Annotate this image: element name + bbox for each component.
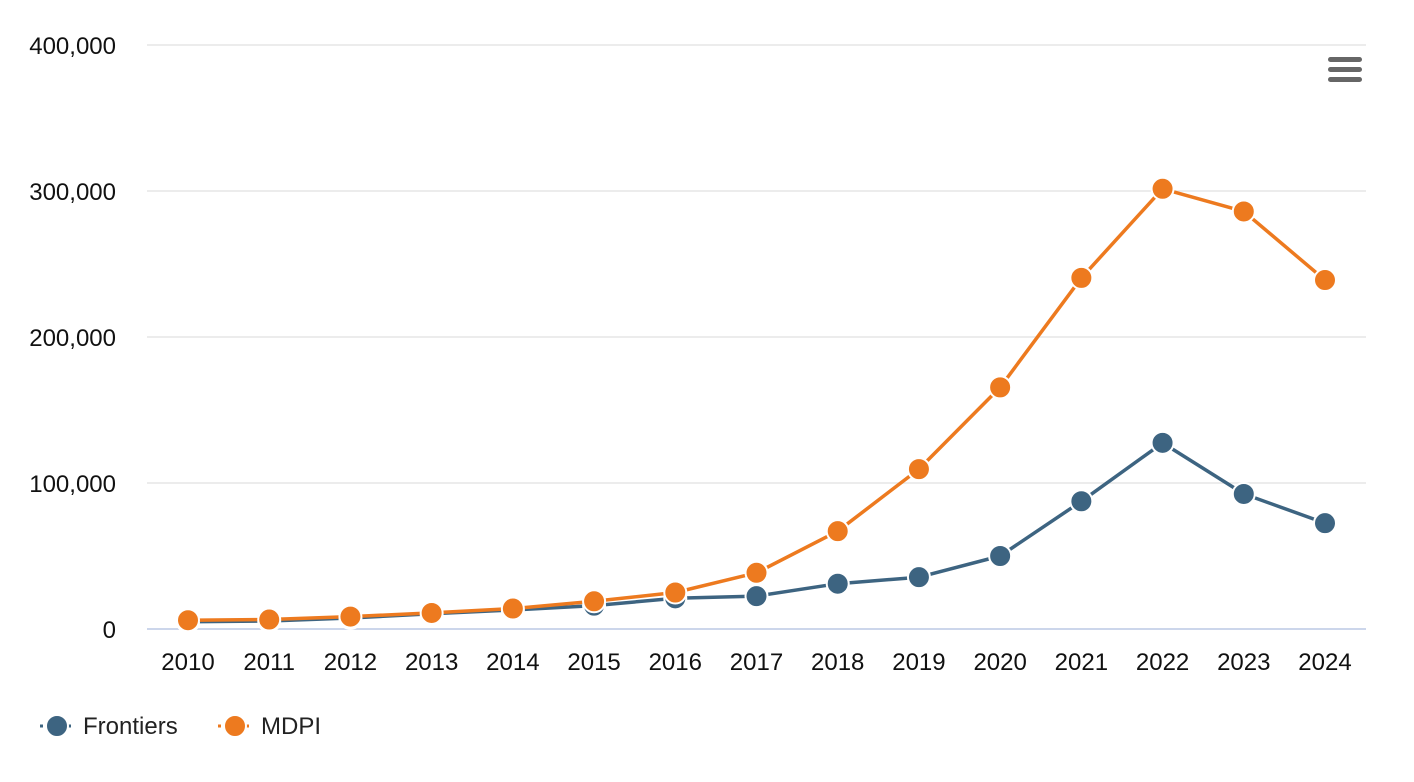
x-tick-label: 2021: [1055, 649, 1108, 676]
series-group: [176, 176, 1337, 634]
legend-item-frontiers[interactable]: Frontiers: [40, 713, 178, 740]
data-point-mdpi: [419, 600, 444, 625]
data-point-mdpi: [1313, 268, 1337, 293]
x-tick-label: 2023: [1217, 649, 1270, 676]
data-point-frontiers: [744, 584, 769, 609]
data-point-frontiers: [906, 565, 931, 590]
data-point-mdpi: [906, 457, 931, 482]
data-point-mdpi: [744, 560, 769, 585]
x-tick-label: 2014: [486, 649, 539, 676]
x-tick-label: 2017: [730, 649, 783, 676]
chart-menu-button[interactable]: [1318, 48, 1374, 92]
data-point-mdpi: [1150, 176, 1175, 201]
legend-item-mdpi[interactable]: MDPI: [218, 713, 321, 740]
data-point-mdpi: [1231, 199, 1256, 224]
y-tick-label: 300,000: [29, 179, 116, 206]
x-tick-label: 2015: [567, 649, 620, 676]
legend: Frontiers MDPI: [40, 713, 321, 740]
y-axis: 0 100,000 200,000 300,000 400,000: [29, 33, 116, 644]
data-point-frontiers: [825, 571, 850, 596]
data-point-frontiers: [1313, 511, 1337, 536]
x-tick-label: 2012: [324, 649, 377, 676]
x-tick-label: 2010: [161, 649, 214, 676]
series-frontiers: [176, 430, 1337, 634]
x-tick-label: 2019: [892, 649, 945, 676]
data-point-frontiers: [1150, 430, 1175, 455]
legend-label: Frontiers: [83, 713, 178, 740]
x-tick-label: 2024: [1298, 649, 1351, 676]
x-tick-label: 2013: [405, 649, 458, 676]
data-point-mdpi: [257, 607, 282, 632]
series-line-mdpi: [186, 187, 1327, 622]
x-tick-label: 2016: [649, 649, 702, 676]
data-point-mdpi: [338, 604, 363, 629]
series-mdpi: [176, 176, 1337, 633]
y-tick-label: 100,000: [29, 471, 116, 498]
x-tick-label: 2018: [811, 649, 864, 676]
data-point-mdpi: [1069, 265, 1094, 290]
y-tick-label: 200,000: [29, 325, 116, 352]
data-point-mdpi: [500, 596, 525, 621]
data-point-mdpi: [825, 519, 850, 544]
grid-lines: [147, 44, 1366, 630]
x-tick-label: 2020: [973, 649, 1026, 676]
data-point-mdpi: [663, 580, 688, 605]
hamburger-menu-icon: [1328, 57, 1362, 82]
y-tick-label: 400,000: [29, 33, 116, 60]
data-point-mdpi: [988, 375, 1013, 400]
data-point-frontiers: [1069, 489, 1094, 514]
legend-label: MDPI: [261, 713, 321, 740]
x-tick-label: 2022: [1136, 649, 1189, 676]
data-point-mdpi: [582, 589, 607, 614]
legend-symbol-marker: [223, 714, 247, 738]
y-tick-label: 0: [103, 617, 116, 644]
legend-symbol-marker: [45, 714, 69, 738]
data-point-frontiers: [988, 544, 1013, 568]
data-point-mdpi: [176, 608, 200, 633]
x-axis: 2010 2011 2012 2013 2014 2015 2016 2017 2018 2019…: [161, 649, 1351, 676]
x-tick-label: 2011: [243, 649, 295, 676]
data-point-frontiers: [1231, 481, 1256, 506]
